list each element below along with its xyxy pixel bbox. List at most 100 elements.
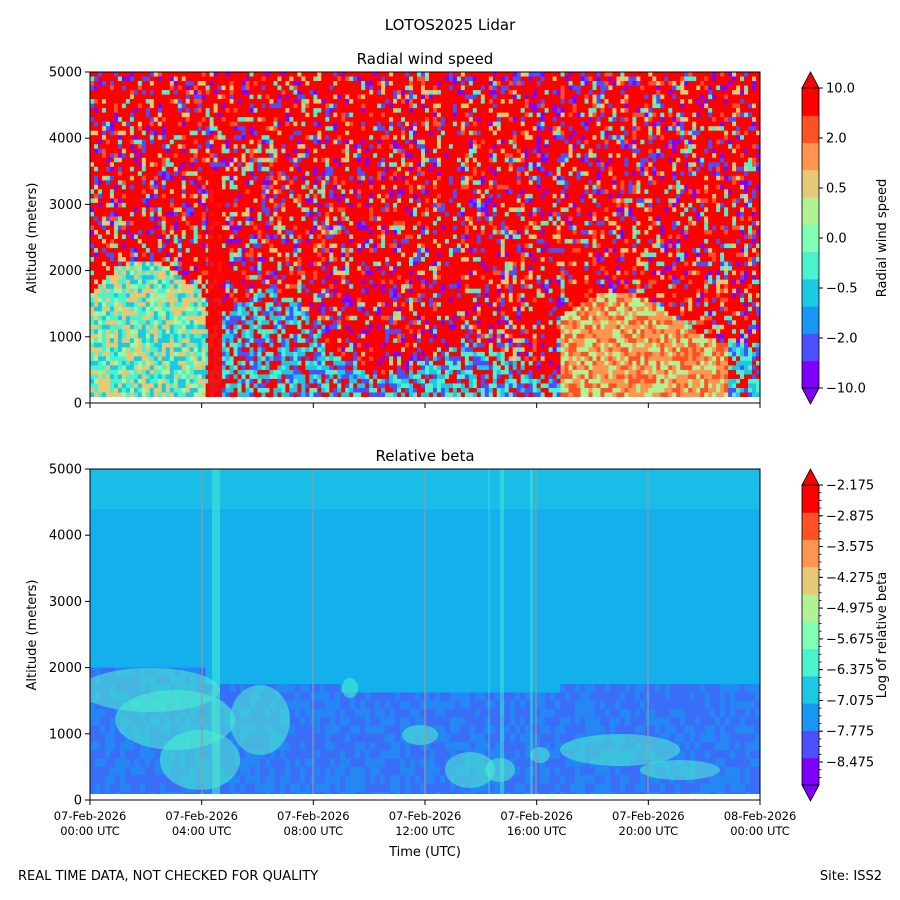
top-heat-cell xyxy=(157,387,163,393)
top-heat-cell xyxy=(229,311,234,317)
top-heat-cell xyxy=(181,112,187,118)
top-heat-cell xyxy=(157,392,163,398)
top-heat-cell xyxy=(357,261,362,267)
top-heat-cell xyxy=(93,220,99,226)
top-heat-cell xyxy=(245,193,250,199)
top-heat-cell xyxy=(281,220,286,226)
top-heat-cell xyxy=(189,108,195,114)
top-heat-cell xyxy=(153,383,159,389)
top-heat-cell xyxy=(225,198,230,204)
top-heat-cell xyxy=(345,99,350,104)
top-heat-cell xyxy=(201,356,207,362)
top-heat-cell xyxy=(249,175,254,181)
top-heat-cell xyxy=(189,374,195,380)
top-heat-cell xyxy=(249,333,254,339)
top-heat-cell xyxy=(205,239,211,244)
top-heat-cell xyxy=(293,117,298,123)
top-heat-cell xyxy=(273,387,278,393)
top-heat-cell xyxy=(313,234,318,240)
top-heat-cell xyxy=(237,207,242,213)
top-heat-cell xyxy=(161,356,167,362)
top-heat-cell xyxy=(289,392,294,398)
top-heat-cell xyxy=(357,342,362,348)
top-heat-cell xyxy=(257,360,262,366)
top-heat-cell xyxy=(185,184,191,190)
top-heat-cell xyxy=(253,76,258,82)
top-heat-cell xyxy=(165,320,171,326)
top-heat-cell xyxy=(141,365,147,371)
top-heat-cell xyxy=(269,135,274,141)
top-heat-cell xyxy=(169,85,175,91)
top-heat-cell xyxy=(257,144,262,150)
top-heat-cell xyxy=(265,121,270,127)
top-heat-cell xyxy=(313,121,318,127)
top-heat-cell xyxy=(261,103,266,109)
top-heat-cell xyxy=(149,342,155,348)
top-heat-cell xyxy=(153,333,159,339)
top-heat-cell xyxy=(90,85,95,91)
top-heat-cell xyxy=(161,297,167,303)
top-heat-cell xyxy=(165,121,171,127)
top-heat-cell xyxy=(261,365,266,371)
top-heat-cell xyxy=(345,171,350,177)
top-heat-cell xyxy=(129,99,135,104)
top-heat-cell xyxy=(90,302,95,308)
top-heat-cell xyxy=(145,94,151,100)
top-heat-cell xyxy=(329,257,334,262)
top-heat-cell xyxy=(337,279,342,285)
top-heat-cell xyxy=(261,270,266,276)
top-heat-cell xyxy=(105,103,111,109)
top-heat-cell xyxy=(141,342,147,348)
top-heat-cell xyxy=(349,284,354,290)
top-heat-cell xyxy=(209,72,215,77)
top-heat-cell xyxy=(317,324,322,330)
top-heat-cell xyxy=(229,329,234,335)
top-heat-cell xyxy=(293,324,298,330)
top-heat-cell xyxy=(349,315,354,321)
top-heat-cell xyxy=(293,392,298,398)
top-heat-cell xyxy=(365,144,370,150)
top-heat-cell xyxy=(321,112,326,118)
top-heat-cell xyxy=(345,76,350,82)
top-heat-cell xyxy=(309,297,314,303)
top-heat-cell xyxy=(113,121,119,127)
top-heat-cell xyxy=(221,193,226,199)
top-heat-cell xyxy=(277,198,282,204)
top-heat-cell xyxy=(153,288,159,294)
top-heat-cell xyxy=(90,121,95,127)
top-heat-cell xyxy=(101,198,107,204)
top-heat-cell xyxy=(301,99,306,104)
top-heat-cell xyxy=(341,94,346,100)
top-heat-cell xyxy=(125,315,131,321)
top-heat-cell xyxy=(149,198,155,204)
top-heat-cell xyxy=(125,279,131,285)
top-heat-cell xyxy=(329,297,334,303)
top-heat-cell xyxy=(145,130,151,136)
top-heat-cell xyxy=(353,112,358,118)
top-heat-cell xyxy=(109,207,115,213)
top-heat-cell xyxy=(185,220,191,226)
top-heat-cell xyxy=(345,193,350,199)
top-heat-cell xyxy=(269,148,274,154)
top-heat-cell xyxy=(349,270,354,276)
top-heat-cell xyxy=(285,216,290,222)
top-heat-cell xyxy=(205,387,211,393)
top-heat-cell xyxy=(125,342,131,348)
top-heat-cell xyxy=(153,135,159,141)
top-heat-cell xyxy=(265,248,270,253)
top-heat-cell xyxy=(325,72,330,77)
top-heat-cell xyxy=(305,333,310,339)
top-heat-cell xyxy=(233,171,238,177)
top-heat-cell xyxy=(165,378,171,384)
top-heat-cell xyxy=(253,369,258,375)
top-heat-cell xyxy=(121,112,127,118)
top-heat-cell xyxy=(265,387,270,393)
top-heat-cell xyxy=(265,297,270,303)
top-heat-cell xyxy=(161,144,167,150)
top-heat-cell xyxy=(313,211,318,217)
top-heat-cell xyxy=(169,306,175,312)
top-heat-cell xyxy=(201,351,207,357)
top-heat-cell xyxy=(265,189,270,195)
top-heat-cell xyxy=(309,81,314,86)
top-heat-cell xyxy=(153,130,159,136)
